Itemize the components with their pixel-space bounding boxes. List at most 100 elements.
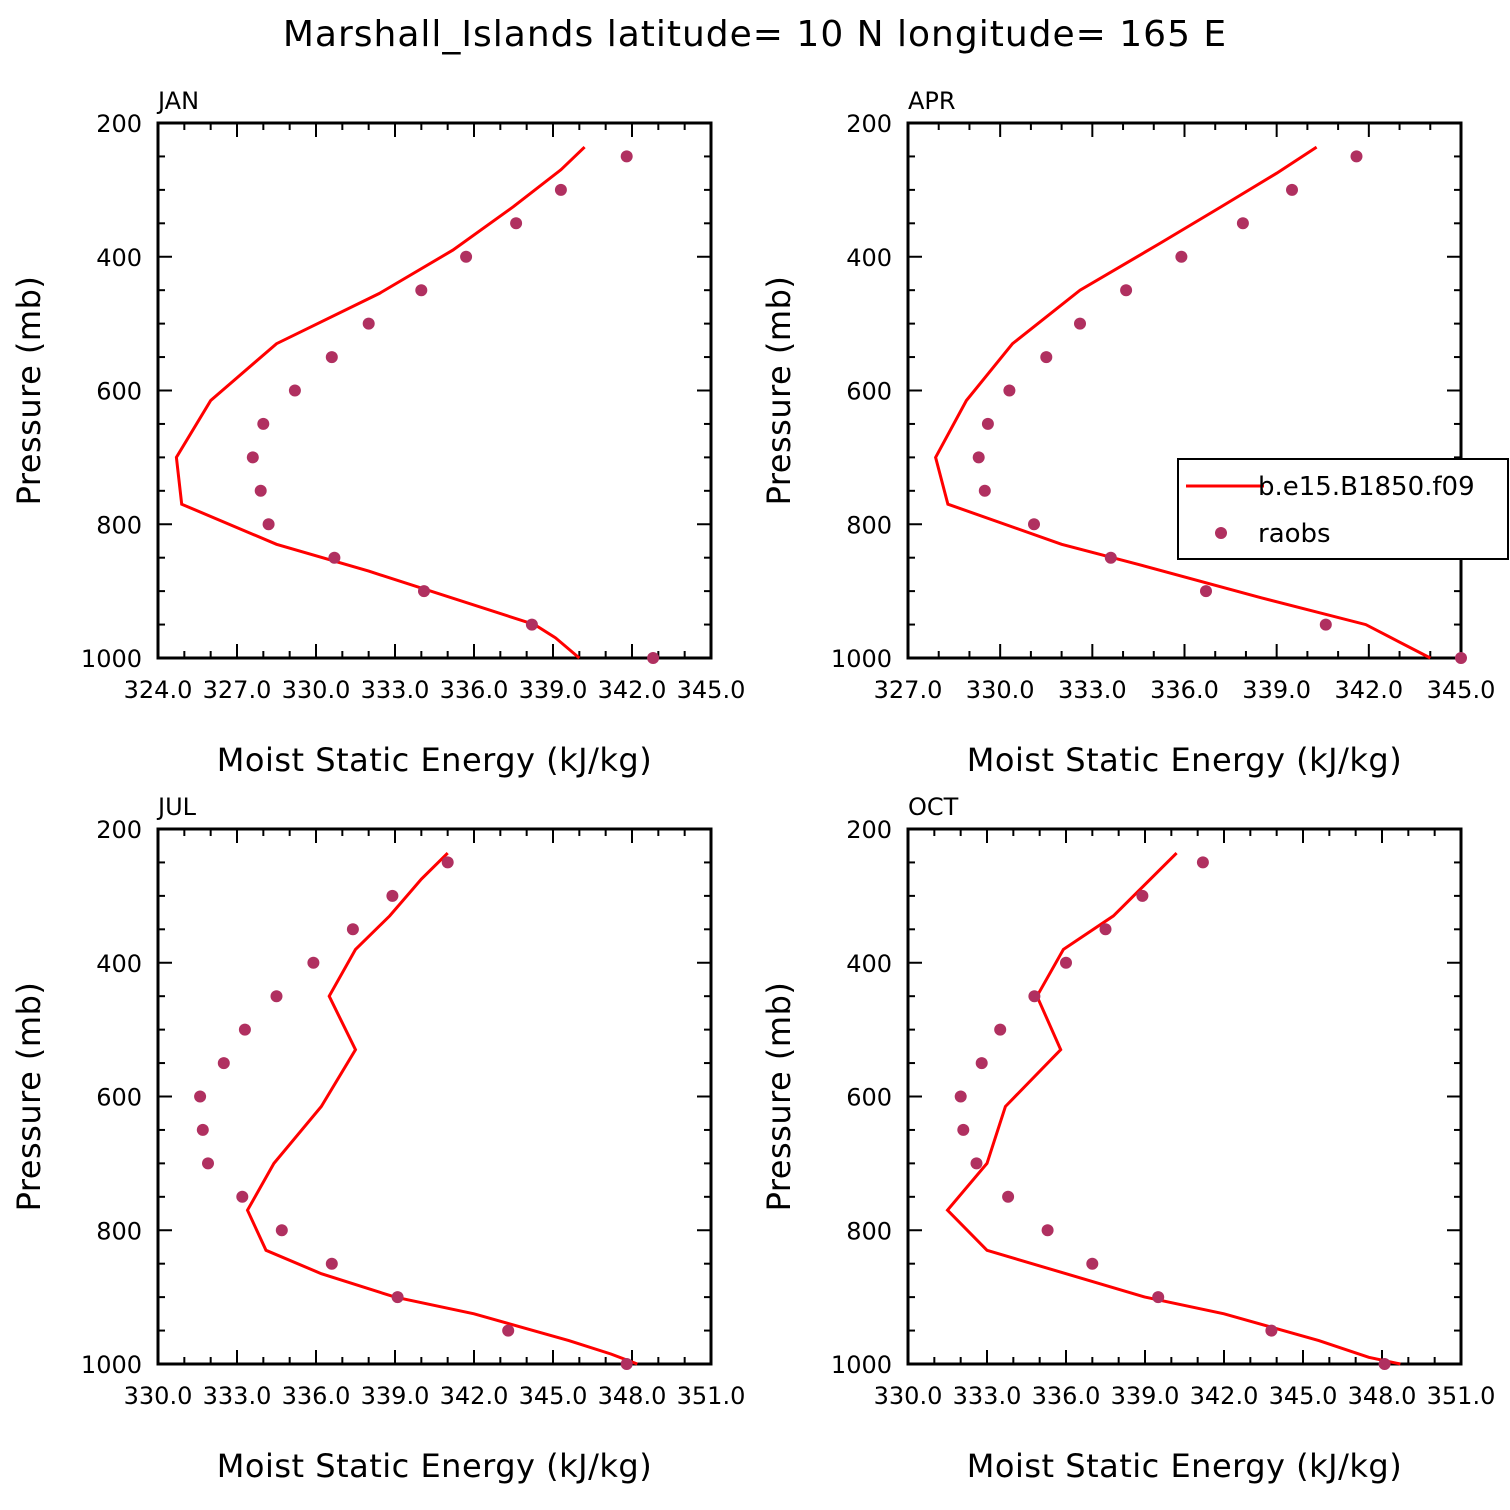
series-line-model xyxy=(245,852,638,1366)
x-axis-label: Moist Static Energy (kJ/kg) xyxy=(217,1447,652,1485)
obs-point xyxy=(954,1090,967,1103)
obs-point xyxy=(270,990,283,1003)
obs-point xyxy=(262,518,275,531)
obs-point xyxy=(620,150,633,163)
x-tick-label: 336.0 xyxy=(440,676,509,704)
x-tick-label: 327.0 xyxy=(874,676,943,704)
obs-point xyxy=(525,618,538,631)
x-axis-label: Moist Static Energy (kJ/kg) xyxy=(967,741,1402,779)
obs-point xyxy=(194,1090,207,1103)
obs-point xyxy=(325,1257,338,1270)
y-tick-label: 600 xyxy=(846,378,892,406)
y-tick-label: 800 xyxy=(96,511,142,539)
obs-point xyxy=(1200,585,1212,598)
obs-point xyxy=(418,585,430,598)
figure-title: Marshall_Islands latitude= 10 N longitud… xyxy=(283,14,1227,55)
x-tick-label: 348.0 xyxy=(1348,1382,1417,1410)
y-tick-label: 600 xyxy=(96,378,142,406)
obs-point xyxy=(307,956,320,969)
obs-point xyxy=(254,484,267,497)
obs-point xyxy=(386,889,399,902)
y-tick-label: 800 xyxy=(846,511,892,539)
obs-point xyxy=(1028,990,1041,1003)
obs-point xyxy=(441,856,454,869)
panel-label: JUL xyxy=(156,793,197,821)
obs-point xyxy=(1196,856,1209,869)
obs-point xyxy=(994,1023,1007,1036)
obs-point xyxy=(970,1157,983,1170)
obs-point xyxy=(1003,384,1016,397)
panel-apr: APR 327.0 330.0 333.0 336.0 339.0 342.0 345.0 20… xyxy=(760,87,1509,779)
y-tick-label: 200 xyxy=(96,110,142,138)
panels-layer: JAN 324.0 327.0 330.0 333.0 336.0 339.0 342.0 34… xyxy=(10,87,1509,1485)
obs-point xyxy=(460,250,473,263)
obs-point xyxy=(978,484,991,497)
obs-point xyxy=(1060,956,1072,969)
obs-point xyxy=(391,1291,404,1304)
plot-frame xyxy=(906,827,1463,1366)
legend-label-model: b.e15.B1850.f09 xyxy=(1258,472,1475,502)
x-tick-label: 342.0 xyxy=(440,1382,509,1410)
obs-point xyxy=(1455,652,1467,664)
plot-frame xyxy=(156,827,713,1366)
obs-point xyxy=(217,1057,230,1070)
plot-frame xyxy=(156,121,713,660)
legend: b.e15.B1850.f09 raobs xyxy=(1177,458,1509,560)
obs-point xyxy=(1286,183,1298,196)
obs-point xyxy=(1120,284,1133,297)
obs-point xyxy=(1041,1224,1054,1237)
obs-point xyxy=(1136,889,1149,902)
y-tick-label: 800 xyxy=(96,1217,142,1245)
obs-point xyxy=(647,652,660,664)
obs-point xyxy=(1086,1257,1099,1270)
x-tick-label: 345.0 xyxy=(1427,676,1496,704)
y-tick-label: 600 xyxy=(846,1084,892,1112)
x-tick-label: 345.0 xyxy=(1269,1382,1338,1410)
obs-point xyxy=(1236,217,1249,230)
obs-point xyxy=(415,284,428,297)
x-tick-label: 339.0 xyxy=(1111,1382,1180,1410)
x-axis-label: Moist Static Energy (kJ/kg) xyxy=(217,741,652,779)
obs-point xyxy=(202,1157,214,1170)
panel-label: JAN xyxy=(156,87,199,115)
obs-point xyxy=(1040,351,1053,364)
y-axis-label: Pressure (mb) xyxy=(760,276,798,506)
series-line-model xyxy=(945,852,1401,1366)
x-tick-label: 327.0 xyxy=(203,676,272,704)
x-axis-label: Moist Static Energy (kJ/kg) xyxy=(967,1447,1402,1485)
obs-point xyxy=(502,1324,515,1337)
x-tick-label: 330.0 xyxy=(124,1382,193,1410)
x-tick-label: 339.0 xyxy=(1242,676,1311,704)
obs-point xyxy=(620,1358,633,1370)
x-tick-label: 351.0 xyxy=(1427,1382,1496,1410)
obs-point xyxy=(1350,150,1363,163)
obs-point xyxy=(288,384,301,397)
obs-point xyxy=(981,417,994,430)
obs-point xyxy=(1152,1291,1165,1304)
y-axis-label: Pressure (mb) xyxy=(10,276,48,506)
panel-jul: JUL 330.0 333.0 336.0 339.0 342.0 345.0 348.0 35… xyxy=(10,793,745,1485)
panel-label: OCT xyxy=(908,793,959,821)
obs-point xyxy=(325,351,338,364)
obs-point xyxy=(236,1190,249,1203)
y-axis-label: Pressure (mb) xyxy=(10,982,48,1212)
obs-point xyxy=(246,451,259,464)
obs-point xyxy=(554,183,567,196)
obs-point xyxy=(196,1123,209,1136)
obs-point xyxy=(1175,250,1188,263)
x-tick-label: 339.0 xyxy=(519,676,588,704)
x-tick-label: 342.0 xyxy=(1190,1382,1259,1410)
x-tick-label: 333.0 xyxy=(203,1382,272,1410)
x-tick-label: 336.0 xyxy=(1150,676,1219,704)
x-tick-label: 333.0 xyxy=(953,1382,1022,1410)
y-tick-label: 600 xyxy=(96,1084,142,1112)
obs-point xyxy=(1028,518,1040,531)
y-tick-label: 400 xyxy=(846,950,892,978)
x-tick-label: 336.0 xyxy=(1032,1382,1101,1410)
x-tick-label: 330.0 xyxy=(874,1382,943,1410)
y-tick-label: 1000 xyxy=(831,1351,892,1379)
y-tick-label: 400 xyxy=(96,244,142,272)
x-tick-label: 333.0 xyxy=(1058,676,1127,704)
y-tick-label: 1000 xyxy=(831,645,892,673)
